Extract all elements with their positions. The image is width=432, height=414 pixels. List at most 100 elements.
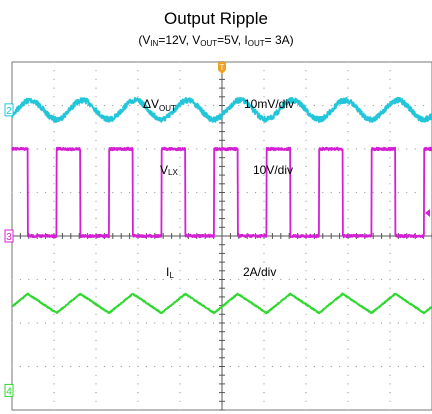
grid-dot [53, 383, 55, 385]
trace-labels: ΔVOUT 10mV/div VLX 10V/div IL 2A/div [143, 97, 294, 280]
grid-dot [137, 400, 139, 402]
grid-dot [179, 78, 181, 80]
grid-dot [137, 165, 139, 167]
grid-dot [95, 96, 97, 98]
grid-dot [53, 157, 55, 159]
grid-dot [263, 218, 265, 220]
grid-dot [53, 409, 55, 411]
grid-dot [288, 322, 290, 324]
grid-dot [45, 365, 47, 368]
grid-dot [389, 191, 391, 194]
grid-dot [347, 331, 349, 333]
grid-dot [381, 322, 383, 324]
grid-dot [213, 104, 215, 107]
grid-dot [263, 209, 265, 211]
grid-dot [347, 61, 349, 63]
grid-dot [36, 191, 38, 194]
grid-dot [305, 270, 307, 272]
grid-dot [339, 365, 341, 368]
grid-dot [53, 261, 55, 263]
grid-dot [322, 191, 324, 194]
grid-dot [414, 104, 416, 107]
grid-dot [347, 96, 349, 98]
grid-dot [179, 322, 181, 324]
grid-dot [70, 191, 72, 194]
grid-dot [313, 365, 315, 368]
grid-dot [95, 61, 97, 63]
grid-dot [145, 148, 147, 150]
grid-dot [171, 322, 173, 324]
grid-dot [414, 191, 416, 194]
grid-dot [288, 365, 290, 368]
grid-dot [204, 322, 206, 324]
grid-dot [103, 148, 105, 150]
grid-dot [179, 61, 181, 63]
grid-dot [95, 148, 97, 150]
grid-dot [95, 165, 97, 167]
grid-dot [179, 270, 181, 272]
trace-label-dvout: ΔVOUT [143, 97, 176, 113]
grid-dot [414, 148, 416, 150]
grid-dot [305, 61, 307, 63]
grid-dot [305, 174, 307, 176]
grid-dot [389, 78, 391, 80]
grid-dot [389, 165, 391, 167]
grid-dot [61, 104, 64, 107]
grid-dot [389, 383, 391, 385]
grid-dot [129, 365, 131, 368]
grid-dot [162, 104, 164, 107]
grid-dot [305, 313, 307, 315]
grid-dot [179, 383, 181, 385]
grid-dot [347, 322, 349, 324]
grid-dot [179, 409, 181, 411]
grid-dot [137, 78, 139, 80]
grid-dot [271, 365, 273, 368]
grid-dot [137, 392, 139, 394]
grid-dot [364, 148, 366, 150]
grid-dot [347, 200, 349, 202]
grid-dot [305, 287, 307, 289]
grid-dot [95, 392, 97, 394]
grid-dot [137, 218, 139, 220]
grid-dot [246, 191, 248, 194]
grid-dot [95, 313, 97, 315]
grid-dot [179, 174, 181, 176]
grid-dot [36, 365, 38, 368]
grid-dot [179, 392, 181, 394]
grid-dot [322, 322, 324, 324]
grid-dot [263, 305, 265, 307]
grid-dot [78, 104, 80, 107]
grid-dot [389, 270, 391, 272]
grid-dot [347, 313, 349, 315]
grid-dot [389, 252, 391, 254]
grid-dot [112, 322, 114, 324]
grid-dot [95, 357, 97, 359]
grid-dot [381, 278, 383, 281]
grid-dot [137, 348, 139, 350]
grid-dot [95, 270, 97, 272]
grid-dot [95, 122, 97, 124]
grid-dot [179, 122, 181, 124]
grid-dot [145, 322, 147, 324]
channel-marker-2: 2 [4, 103, 14, 117]
grid-dot [280, 322, 282, 324]
grid-dot [137, 139, 139, 141]
grid-dot [61, 278, 64, 281]
grid-dot [389, 70, 391, 72]
grid-dot [95, 104, 97, 107]
grid-dot [137, 183, 139, 185]
grid-dot [137, 70, 139, 72]
grid-dot [280, 278, 282, 281]
grid-dot [263, 392, 265, 394]
grid-dot [305, 148, 307, 150]
grid-dot [162, 322, 164, 324]
trace-scale-vlx: 10V/div [253, 163, 293, 177]
grid-dot [389, 409, 391, 411]
grid-dot [389, 287, 391, 289]
grid-dot [95, 331, 97, 333]
grid-dot [154, 278, 156, 281]
grid-dot [381, 104, 383, 107]
grid-dot [179, 96, 181, 98]
grid-dot [53, 200, 55, 202]
grid-dot [187, 365, 189, 368]
